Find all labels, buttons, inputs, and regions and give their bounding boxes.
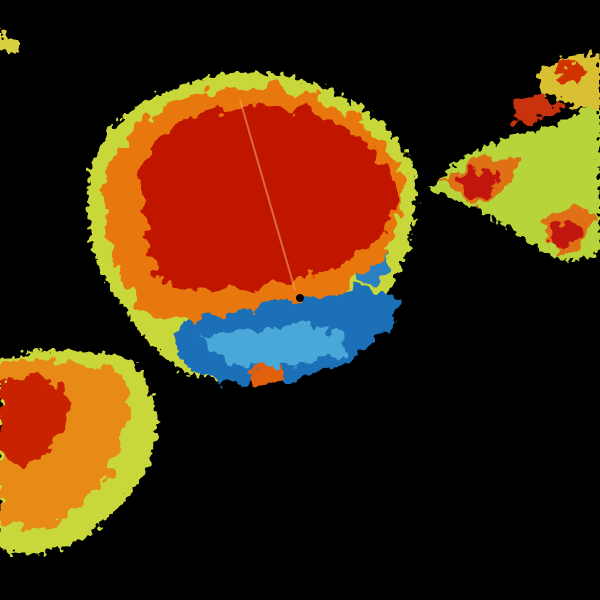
east-cell-core: [455, 168, 500, 200]
east-cell-core-2: [550, 222, 585, 249]
radial-artifact: [239, 99, 296, 291]
south-orange: [250, 363, 290, 387]
northeast-core: [550, 65, 590, 83]
west-cell-core: [0, 377, 70, 462]
cyan-zone: [200, 326, 348, 367]
main-cell-core: [140, 106, 400, 292]
radar-site: [296, 294, 304, 302]
red-layer: [0, 65, 590, 462]
corner-fringe: [0, 30, 20, 53]
northeast-core-2: [510, 96, 560, 121]
